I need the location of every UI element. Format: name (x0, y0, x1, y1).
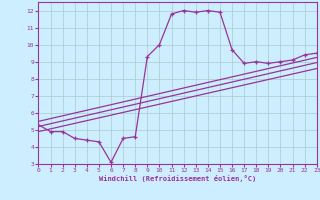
X-axis label: Windchill (Refroidissement éolien,°C): Windchill (Refroidissement éolien,°C) (99, 175, 256, 182)
